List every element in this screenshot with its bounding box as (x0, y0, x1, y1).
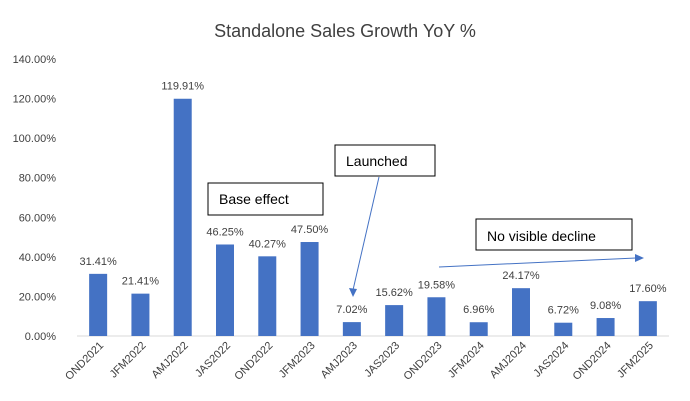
x-tick-label: OND2024 (571, 340, 614, 383)
x-tick-label: AMJ2024 (488, 340, 529, 381)
x-tick-label: JFM2024 (446, 340, 487, 381)
x-tick-label: OND2023 (401, 340, 444, 383)
data-label: 31.41% (79, 256, 117, 268)
annotation-launched-arrow (352, 176, 380, 291)
bar (89, 273, 108, 336)
x-tick-label: JFM2025 (615, 340, 656, 381)
annotation-launched-box (334, 144, 436, 177)
y-tick-label: 60.00% (19, 212, 57, 224)
bar (638, 301, 657, 336)
data-label: 17.60% (629, 283, 667, 295)
data-label: 15.62% (375, 287, 413, 299)
annotation-no-visible-decline: No visible decline (438, 218, 644, 268)
bar (342, 322, 361, 336)
bar (427, 297, 446, 336)
bar (173, 98, 192, 336)
data-label: 21.41% (122, 276, 160, 288)
annotation-launched-arrowhead (349, 288, 357, 297)
data-label: 40.27% (249, 238, 287, 250)
x-tick-label: OND2022 (232, 340, 275, 383)
data-label: 6.96% (463, 304, 494, 316)
bar (300, 242, 319, 336)
bar (131, 293, 150, 336)
x-tick-label: AMJ2022 (149, 340, 190, 381)
annotation-launched-text: Launched (346, 153, 408, 169)
bar (596, 318, 615, 336)
x-tick-label: JFM2023 (277, 340, 318, 381)
y-tick-label: 20.00% (19, 291, 57, 303)
data-label: 47.50% (291, 224, 329, 236)
annotation-decline-arrowhead (635, 254, 644, 262)
bar (216, 244, 234, 336)
data-label: 6.72% (548, 305, 579, 317)
x-tick-label: JAS2024 (531, 340, 571, 380)
annotation-decline-box (475, 218, 633, 251)
y-tick-label: 120.00% (13, 94, 57, 106)
x-tick-label: JAS2023 (362, 340, 402, 380)
data-label: 119.91% (161, 81, 204, 93)
annotation-decline-arrow (438, 257, 637, 268)
bar (554, 322, 573, 336)
y-tick-label: 40.00% (19, 252, 57, 264)
data-label: 24.17% (502, 270, 540, 282)
x-axis: OND2021 JFM2022 AMJ2022 JAS2022 OND2022 JFM20… (63, 340, 656, 383)
data-label: 7.02% (336, 304, 367, 316)
y-tick-label: 100.00% (13, 133, 57, 145)
bar (469, 322, 488, 336)
annotation-base-effect-box (207, 182, 324, 216)
y-axis: 0.00% 20.00% 40.00% 60.00% 80.00% 100.00% 120.… (13, 54, 57, 343)
bar (385, 305, 404, 336)
annotation-decline-text: No visible decline (487, 228, 596, 244)
annotation-base-effect: Base effect (207, 182, 324, 216)
chart-title: Standalone Sales Growth YoY % (214, 21, 476, 41)
x-tick-label: JFM2022 (108, 340, 149, 381)
bar (512, 288, 530, 336)
data-label: 46.25% (206, 226, 244, 238)
bars (89, 98, 657, 336)
data-label: 19.58% (418, 279, 456, 291)
data-labels: 31.41% 21.41% 119.91% 46.25% 40.27% 47.50% 7.0… (79, 81, 666, 317)
x-tick-label: AMJ2023 (319, 340, 360, 381)
x-tick-label: OND2021 (63, 340, 106, 383)
x-tick-label: JAS2022 (193, 340, 233, 380)
data-label: 9.08% (590, 300, 621, 312)
y-tick-label: 140.00% (13, 54, 57, 66)
annotation-launched: Launched (334, 144, 436, 297)
annotation-base-effect-text: Base effect (219, 191, 289, 207)
bar (258, 256, 277, 336)
y-tick-label: 0.00% (25, 331, 56, 343)
y-tick-label: 80.00% (19, 173, 57, 185)
